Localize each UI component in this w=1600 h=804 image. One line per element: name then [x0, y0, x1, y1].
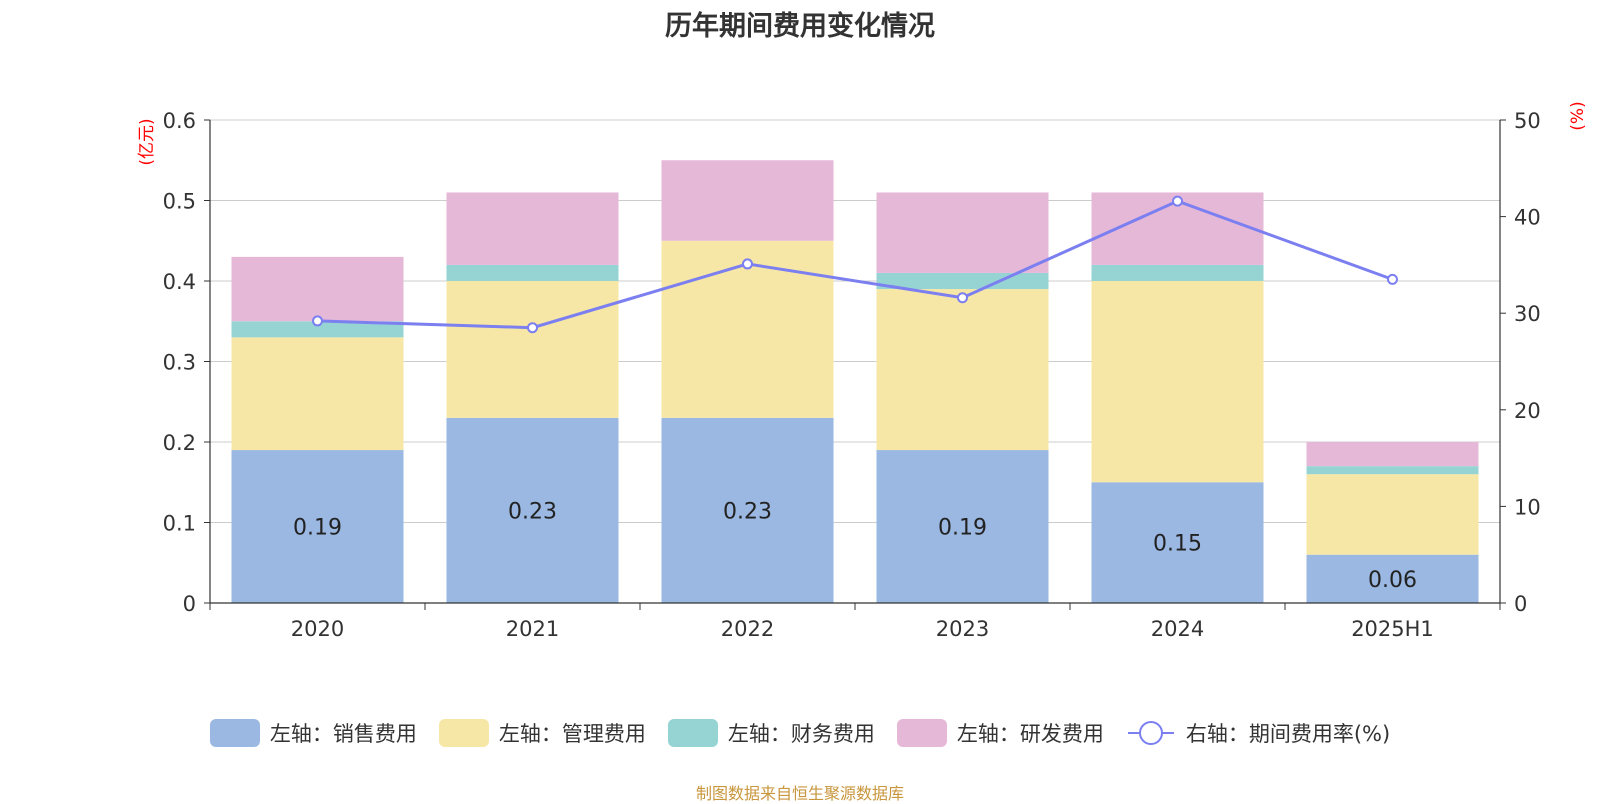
bar-segment-4	[661, 160, 834, 241]
x-tick-label: 2025H1	[1351, 617, 1434, 641]
bar-segment-3	[1091, 264, 1264, 281]
bar-segment-4	[231, 256, 404, 322]
left-tick-label: 0.4	[163, 270, 196, 294]
legend-item-2[interactable]: 左轴：管理费用	[438, 718, 646, 748]
right-tick-label: 40	[1514, 206, 1541, 230]
bar-value-label: 0.23	[508, 499, 557, 524]
bar-layer: 0.19 0.23 0.23 0.19 0.15 0.06	[231, 160, 1479, 603]
bar-segment-1	[446, 417, 619, 603]
x-tick-label: 2021	[506, 617, 559, 641]
legend-line-marker	[1138, 721, 1163, 745]
right-tick-label: 50	[1514, 109, 1541, 133]
right-tick-label: 30	[1514, 302, 1541, 326]
bar-segment-3	[446, 264, 619, 281]
x-tick-label: 2020	[291, 617, 344, 641]
bar-value-label: 0.19	[293, 516, 342, 541]
rate-point	[1172, 195, 1183, 207]
legend-swatch	[438, 719, 489, 747]
rate-point	[312, 315, 323, 327]
right-axis-unit: (%)	[1568, 101, 1588, 130]
right-tick-label: 10	[1514, 495, 1541, 519]
bar-segment-4	[1306, 442, 1479, 467]
bar-segment-1	[1306, 554, 1479, 603]
legend-label: 左轴：管理费用	[498, 722, 646, 746]
legend-item-rate[interactable]: 右轴：期间费用率(%)	[1126, 718, 1390, 748]
rate-line-layer	[312, 195, 1398, 334]
axes: 0 0.1 0.2 0.3 0.4 0.5 0.6 0 10 20 30 40 50 2020 2021 20…	[163, 109, 1541, 641]
legend-item-4[interactable]: 左轴：研发费用	[896, 718, 1104, 748]
x-tick-label: 2024	[1151, 617, 1204, 641]
legend-item-3[interactable]: 左轴：财务费用	[667, 718, 875, 748]
left-tick-label: 0.1	[163, 512, 196, 536]
x-tick-label: 2022	[721, 617, 774, 641]
bar-segment-3	[876, 272, 1049, 290]
line-marker-icon	[1127, 721, 1174, 745]
left-tick-label: 0.6	[163, 109, 196, 133]
legend-swatch	[667, 719, 718, 747]
chart-title: 历年期间费用变化情况	[665, 11, 935, 42]
legend-label: 右轴：期间费用率(%)	[1185, 722, 1391, 746]
right-tick-label: 0	[1514, 592, 1527, 616]
bar-segment-1	[231, 450, 404, 603]
bar-value-label: 0.06	[1368, 568, 1417, 593]
rate-point	[957, 292, 968, 304]
left-tick-label: 0.2	[163, 431, 196, 455]
bar-segment-1	[1091, 482, 1264, 603]
bar-segment-3	[1306, 466, 1479, 475]
rate-line	[317, 199, 1394, 330]
rate-point	[527, 322, 538, 334]
left-tick-label: 0	[183, 592, 196, 616]
bar-segment-4	[446, 192, 619, 265]
legend-label: 左轴：研发费用	[956, 722, 1104, 746]
bar-segment-2	[661, 240, 834, 418]
legend-swatch	[209, 719, 260, 747]
bar-segment-1	[876, 450, 1049, 603]
left-tick-label: 0.5	[163, 190, 196, 214]
bar-segment-1	[661, 417, 834, 603]
rate-point	[1387, 273, 1398, 285]
bar-segment-2	[446, 281, 619, 418]
legend-label: 左轴：销售费用	[269, 722, 417, 746]
legend-swatch	[896, 719, 947, 747]
bar-segment-2	[1091, 281, 1264, 483]
bar-segment-4	[876, 192, 1049, 273]
legend-label: 左轴：财务费用	[727, 722, 875, 746]
rate-point	[742, 258, 753, 270]
bar-segment-2	[1306, 474, 1479, 555]
bar-value-label: 0.19	[938, 516, 987, 541]
source-note: 制图数据来自恒生聚源数据库	[695, 784, 904, 803]
bar-segment-2	[231, 337, 404, 451]
legend-item-1[interactable]: 左轴：销售费用	[209, 718, 417, 748]
bar-value-label: 0.15	[1153, 532, 1202, 557]
x-tick-label: 2023	[936, 617, 989, 641]
bar-segment-2	[876, 289, 1049, 451]
right-tick-label: 20	[1514, 399, 1541, 423]
legend: 左轴：销售费用 左轴：管理费用 左轴：财务费用 左轴：研发费用 右轴：期间费用率(%)	[0, 718, 1600, 748]
left-axis-unit: (亿元)	[137, 118, 157, 165]
bar-segment-3	[231, 321, 404, 338]
bar-value-label: 0.23	[723, 499, 772, 524]
left-tick-label: 0.3	[163, 351, 196, 375]
